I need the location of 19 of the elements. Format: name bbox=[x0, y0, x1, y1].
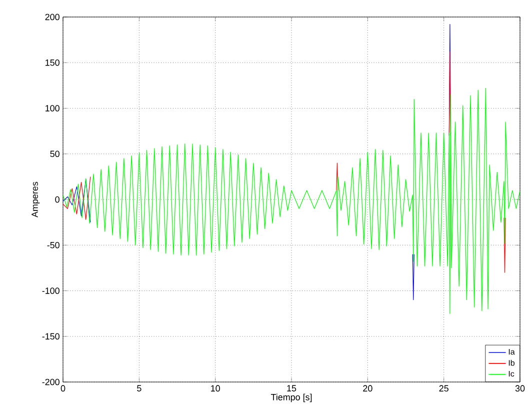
y-tick-label: 50 bbox=[50, 150, 60, 158]
y-tick-label: 0 bbox=[55, 196, 60, 203]
x-tick-label: 0 bbox=[60, 385, 66, 392]
x-axis-title: Tiempo [s] bbox=[270, 394, 312, 402]
x-tick-label: 10 bbox=[211, 385, 220, 392]
y-tick-label: 200 bbox=[45, 14, 60, 20]
y-tick-label: 150 bbox=[46, 59, 60, 66]
line-series bbox=[63, 88, 520, 314]
x-tick-label: 25 bbox=[439, 385, 448, 392]
y-tick-label: -200 bbox=[42, 378, 60, 386]
y-tick-label: -150 bbox=[42, 333, 60, 340]
x-tick-label: 15 bbox=[287, 385, 296, 392]
y-tick-label: -50 bbox=[47, 242, 60, 248]
y-tick-label: -100 bbox=[42, 288, 60, 294]
x-tick-label: 30 bbox=[515, 385, 525, 392]
x-tick-label: 20 bbox=[363, 385, 372, 392]
y-axis-title: Amperes bbox=[32, 182, 40, 218]
x-tick-label: 5 bbox=[137, 385, 142, 392]
y-tick-label: 100 bbox=[46, 105, 60, 112]
